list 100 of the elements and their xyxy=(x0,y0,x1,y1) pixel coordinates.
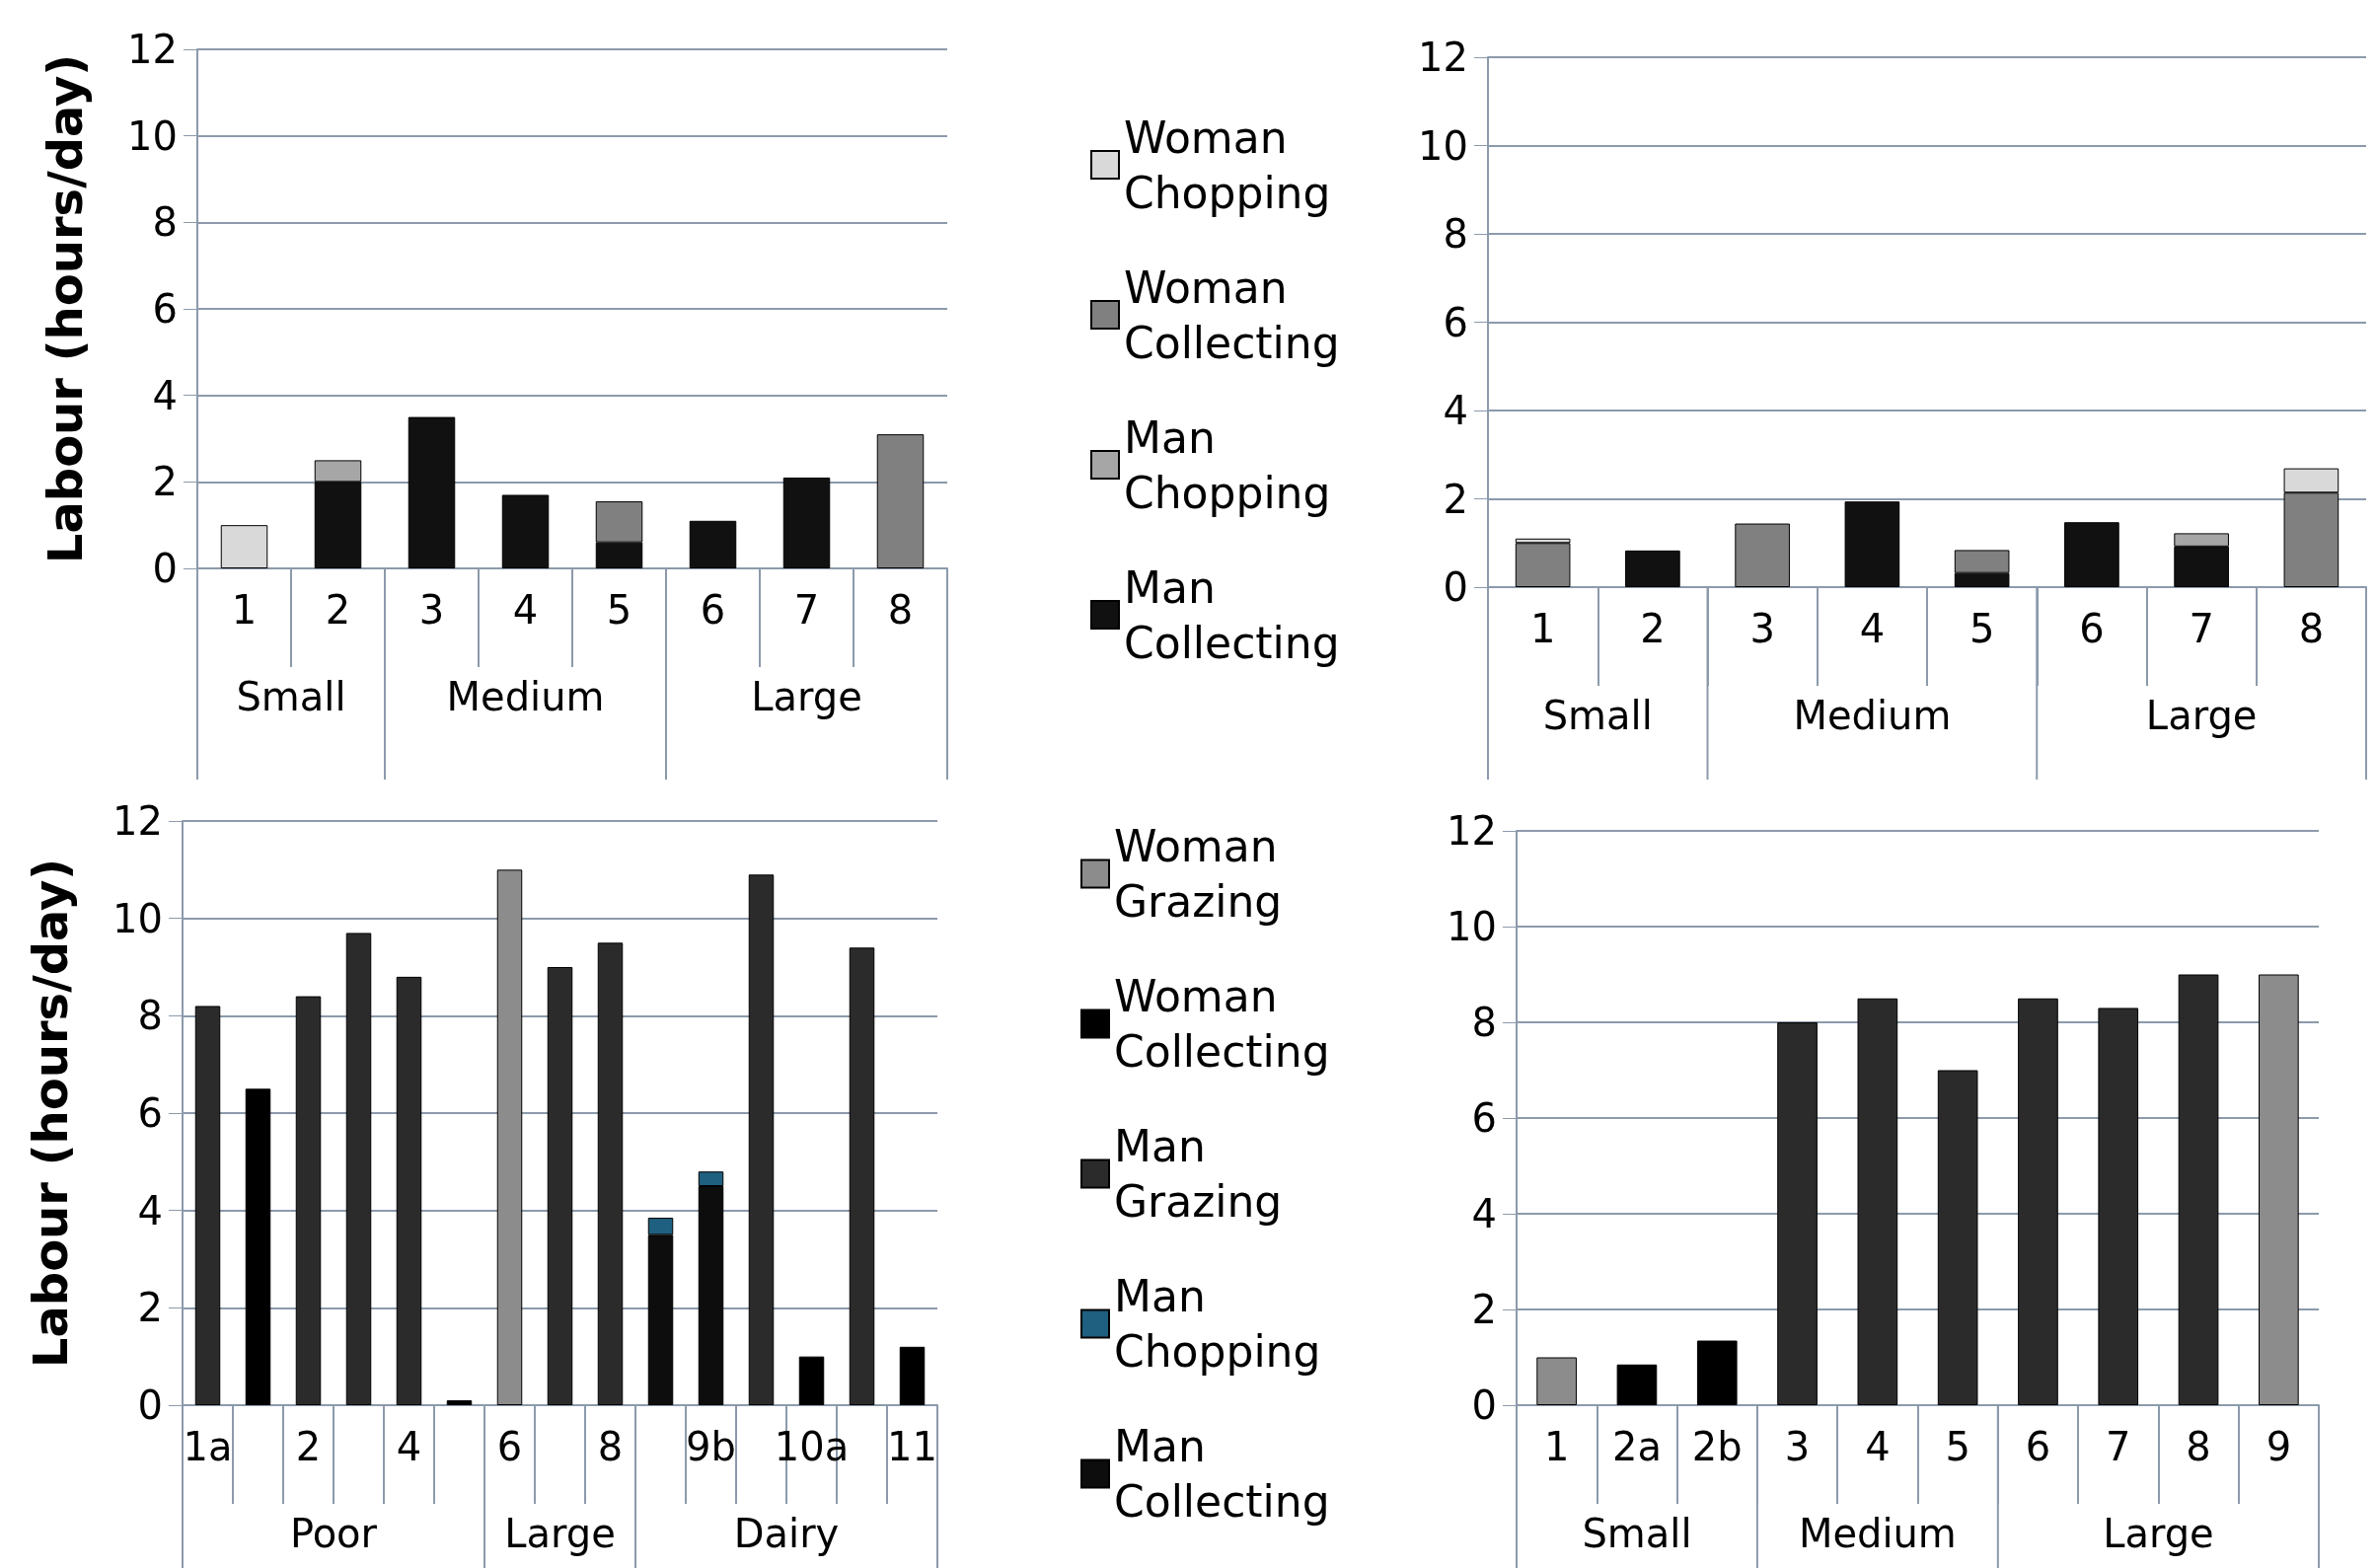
y-tick-label: 6 xyxy=(137,1090,163,1136)
x-tick-label: 1 xyxy=(1529,606,1556,651)
x-tick-label: 8 xyxy=(887,587,914,633)
x-tick-label: 2 xyxy=(325,587,351,633)
bar xyxy=(899,1346,926,1405)
x-tick-label: 10a xyxy=(774,1424,850,1469)
x-tick-label: 8 xyxy=(2186,1424,2211,1469)
y-tick-label: 6 xyxy=(1443,299,1468,345)
bar xyxy=(496,869,523,1405)
y-tick-label: 0 xyxy=(137,1382,163,1428)
y-tick-label: 8 xyxy=(1471,1000,1497,1045)
bar xyxy=(1625,550,1680,587)
bar xyxy=(501,494,550,568)
y-tick-label: 10 xyxy=(1447,904,1497,949)
bar xyxy=(2018,998,2058,1405)
x-tick-label: 2 xyxy=(295,1424,322,1469)
x-tick-label: 9 xyxy=(2266,1424,2292,1469)
x-tick-label: 2 xyxy=(1640,606,1666,651)
y-tick-label: 4 xyxy=(152,372,178,418)
bar xyxy=(1536,1357,1577,1405)
y-tick-label: 2 xyxy=(1443,476,1468,522)
bar xyxy=(245,1088,271,1405)
x-tick-label: 5 xyxy=(1945,1424,1970,1469)
bar xyxy=(1515,543,1571,587)
bar xyxy=(2098,1008,2139,1405)
text: Medium xyxy=(446,674,605,719)
y-tick-label: 10 xyxy=(1418,122,1468,169)
text: Medium xyxy=(1798,1511,1957,1556)
y-tick-label: 4 xyxy=(1471,1191,1497,1236)
x-tick-label: 5 xyxy=(606,587,632,633)
x-tick-label: 2b xyxy=(1691,1424,1743,1469)
legend-label: Man Chopping xyxy=(1124,411,1331,518)
bar xyxy=(1844,501,1900,587)
bar xyxy=(446,1400,473,1405)
legend-label: Man Collecting xyxy=(1124,561,1340,668)
x-tick-label: 1a xyxy=(183,1424,233,1469)
x-tick-label: 4 xyxy=(396,1424,422,1469)
bar xyxy=(345,933,372,1405)
y-tick-label: 8 xyxy=(137,993,163,1039)
y-tick-label: 2 xyxy=(137,1285,163,1331)
legend-label: Man Chopping xyxy=(1114,1271,1321,1377)
y-tick-label: 2 xyxy=(152,459,178,505)
text: Large xyxy=(2145,693,2258,738)
x-tick-label: 5 xyxy=(1968,606,1995,651)
y-tick-label: 10 xyxy=(127,112,178,159)
x-tick-label: 6 xyxy=(496,1424,523,1469)
bar xyxy=(1616,1364,1658,1405)
bar xyxy=(194,1006,221,1405)
x-tick-label: 7 xyxy=(2106,1424,2131,1469)
y-tick-label: 2 xyxy=(1471,1287,1497,1332)
bar xyxy=(1777,1022,1818,1405)
y-tick-label: 0 xyxy=(1443,564,1468,610)
x-tick-label: 3 xyxy=(1749,606,1775,651)
y-tick-label: 0 xyxy=(1471,1382,1497,1428)
bar xyxy=(748,874,775,1405)
x-tick-label: 4 xyxy=(512,587,539,633)
text: Large xyxy=(504,1511,616,1556)
y-axis-title: Labour (hours/day) xyxy=(37,53,93,564)
text: Small xyxy=(236,674,346,719)
bar xyxy=(876,434,925,568)
x-tick-label: 8 xyxy=(597,1424,624,1469)
y-tick-label: 4 xyxy=(1443,388,1468,433)
text: Medium xyxy=(1793,693,1952,738)
y-tick-label: 12 xyxy=(1447,808,1497,854)
bar xyxy=(2178,974,2219,1405)
x-tick-label: 3 xyxy=(1784,1424,1811,1469)
bar xyxy=(408,416,456,568)
x-tick-label: 6 xyxy=(2025,1424,2051,1469)
bar xyxy=(396,976,422,1405)
bar xyxy=(220,525,268,568)
x-tick-label: 4 xyxy=(1859,606,1886,651)
x-tick-label: 6 xyxy=(2079,606,2105,651)
bar xyxy=(782,477,831,568)
y-tick-label: 12 xyxy=(1418,35,1468,80)
y-tick-label: 6 xyxy=(1471,1095,1497,1141)
y-tick-label: 8 xyxy=(1443,211,1468,257)
y-tick-label: 4 xyxy=(137,1187,163,1233)
y-tick-label: 6 xyxy=(152,286,178,332)
legend-label: Man Grazing xyxy=(1114,1121,1283,1227)
text: Large xyxy=(2103,1511,2214,1556)
legend-label: Woman Collecting xyxy=(1124,261,1340,368)
bar xyxy=(295,996,322,1405)
legend-label: Woman Chopping xyxy=(1124,112,1331,218)
x-tick-label: 4 xyxy=(1865,1424,1891,1469)
legend-label: Woman Grazing xyxy=(1114,821,1283,927)
text: Small xyxy=(1582,1511,1692,1556)
text: Small xyxy=(1542,693,1653,738)
y-tick-label: 0 xyxy=(152,546,178,591)
bar xyxy=(798,1356,825,1405)
y-tick-label: 12 xyxy=(127,27,178,72)
x-tick-label: 8 xyxy=(2298,606,2325,651)
y-tick-label: 12 xyxy=(112,798,163,844)
y-axis-title: Labour (hours/day) xyxy=(23,858,78,1369)
x-tick-label: 3 xyxy=(418,587,445,633)
legend-label: Woman Collecting xyxy=(1114,971,1330,1077)
x-tick-label: 6 xyxy=(700,587,726,633)
y-tick-label: 10 xyxy=(112,895,163,941)
x-tick-label: 9b xyxy=(686,1424,736,1469)
x-tick-label: 11 xyxy=(887,1424,937,1469)
bar xyxy=(547,967,573,1405)
